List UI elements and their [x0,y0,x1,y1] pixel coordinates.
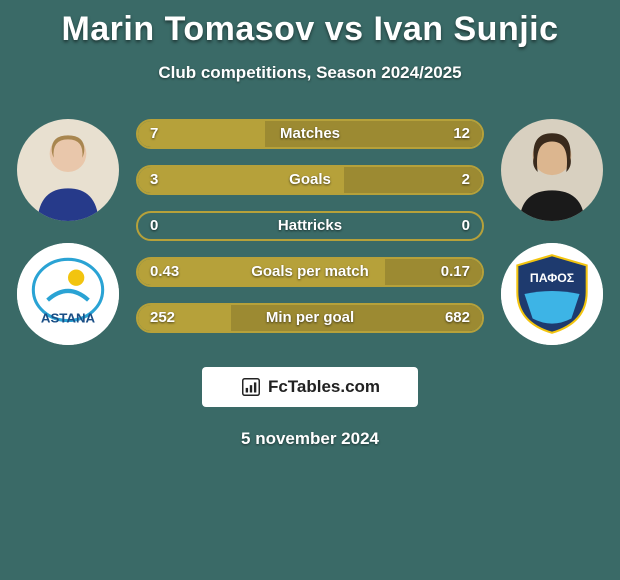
bar-chart-icon [240,376,262,398]
right-player-column: ΠΑΦΟΣ [492,119,612,351]
club-badge-icon: ASTANA [17,243,119,345]
stats-body: ASTANA ΠΑΦΟΣ [0,119,620,351]
stat-bar: 0.430.17Goals per match [136,257,484,287]
svg-text:ΠΑΦΟΣ: ΠΑΦΟΣ [530,271,574,285]
stat-bar: 712Matches [136,119,484,149]
stat-label: Min per goal [138,305,482,331]
watermark-text: FcTables.com [268,377,380,397]
card-date: 5 november 2024 [0,429,620,449]
stat-label: Goals per match [138,259,482,285]
svg-text:ASTANA: ASTANA [41,311,96,326]
stat-bar: 00Hattricks [136,211,484,241]
stat-bars: 712Matches 32Goals 00Hattricks 0.430.17Goal… [136,119,484,333]
person-icon [17,119,119,221]
stat-label: Hattricks [138,213,482,239]
right-club-logo: ΠΑΦΟΣ [501,243,603,345]
left-player-column: ASTANA [8,119,128,351]
left-club-logo: ASTANA [17,243,119,345]
person-icon [501,119,603,221]
right-player-avatar [501,119,603,221]
card-subtitle: Club competitions, Season 2024/2025 [0,63,620,83]
comparison-card: Marin Tomasov vs Ivan Sunjic Club compet… [0,0,620,580]
card-title: Marin Tomasov vs Ivan Sunjic [0,10,620,49]
left-player-avatar [17,119,119,221]
stat-bar: 32Goals [136,165,484,195]
stat-bar: 252682Min per goal [136,303,484,333]
stat-label: Goals [138,167,482,193]
stat-label: Matches [138,121,482,147]
club-badge-icon: ΠΑΦΟΣ [501,243,603,345]
watermark-badge: FcTables.com [202,367,418,407]
